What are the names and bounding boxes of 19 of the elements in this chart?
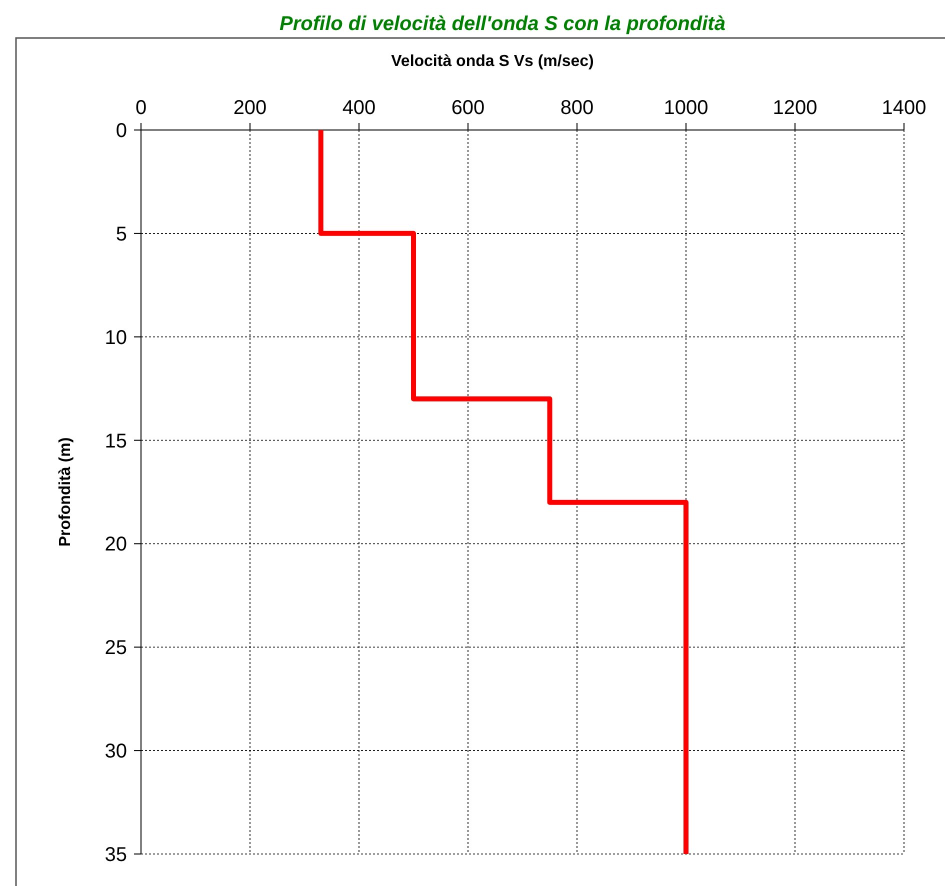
x-tick-label: 1200 bbox=[772, 97, 818, 119]
y-axis-title: Profondità (m) bbox=[57, 437, 74, 547]
chart-title: Profilo di velocità dell'onda S con la profondità bbox=[280, 13, 726, 35]
x-tick-label: 1000 bbox=[664, 97, 708, 119]
y-tick-label: 30 bbox=[104, 740, 127, 763]
y-tick-label: 20 bbox=[104, 534, 127, 556]
y-tick-label: 0 bbox=[116, 120, 127, 142]
x-tick-label: 400 bbox=[342, 97, 376, 119]
x-tick-label: 800 bbox=[560, 97, 594, 119]
y-tick-label: 35 bbox=[104, 844, 127, 866]
y-tick-label: 25 bbox=[104, 637, 127, 660]
x-tick-label: 1400 bbox=[882, 97, 926, 119]
x-tick-label: 0 bbox=[135, 97, 147, 119]
x-axis-title: Velocità onda S Vs (m/sec) bbox=[391, 53, 594, 70]
y-tick-label: 10 bbox=[104, 326, 127, 349]
x-tick-label: 600 bbox=[451, 97, 485, 119]
y-tick-label: 15 bbox=[104, 430, 127, 452]
x-tick-label: 200 bbox=[233, 97, 267, 119]
y-tick-label: 5 bbox=[116, 223, 127, 246]
